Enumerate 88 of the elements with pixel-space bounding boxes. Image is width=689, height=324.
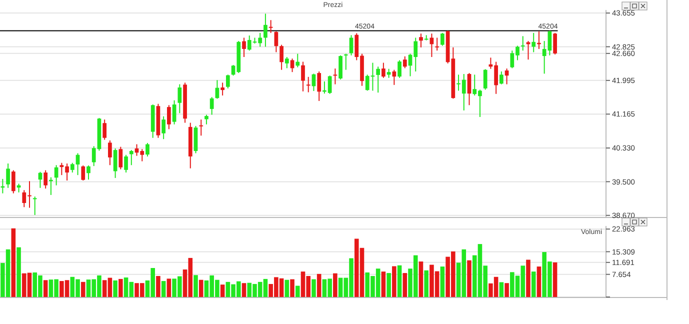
bar bbox=[312, 279, 316, 297]
candlestick bbox=[264, 13, 268, 48]
bar bbox=[392, 266, 396, 297]
candlestick bbox=[301, 61, 305, 92]
candlestick bbox=[86, 164, 90, 180]
candlestick bbox=[467, 72, 472, 106]
bar bbox=[166, 278, 172, 297]
bar bbox=[531, 272, 536, 297]
candlestick bbox=[284, 56, 289, 69]
bar bbox=[161, 281, 166, 297]
candlestick bbox=[102, 119, 107, 140]
bar bbox=[290, 279, 294, 297]
candlestick bbox=[11, 170, 16, 194]
bar bbox=[284, 280, 290, 297]
candlestick bbox=[204, 114, 208, 125]
bar bbox=[526, 260, 530, 297]
candlestick bbox=[317, 70, 322, 102]
bar bbox=[504, 283, 509, 297]
candlestick bbox=[220, 82, 224, 96]
candlestick bbox=[129, 150, 134, 166]
candlestick bbox=[349, 34, 354, 56]
bar bbox=[499, 282, 504, 297]
bar bbox=[381, 272, 386, 297]
candlestick bbox=[296, 53, 300, 68]
candlestick bbox=[392, 69, 396, 86]
bar bbox=[43, 280, 48, 297]
candlestick bbox=[118, 146, 123, 170]
bar bbox=[242, 283, 246, 297]
bar bbox=[156, 276, 160, 297]
bar bbox=[11, 228, 16, 297]
bar bbox=[467, 260, 472, 297]
candlestick bbox=[435, 37, 439, 52]
candlestick bbox=[108, 140, 112, 166]
candlestick bbox=[44, 170, 48, 190]
candlestick bbox=[178, 84, 182, 114]
candlestick bbox=[113, 148, 118, 178]
candlestick bbox=[6, 163, 10, 188]
candlestick bbox=[81, 164, 86, 182]
candlestick bbox=[210, 96, 214, 116]
bar bbox=[440, 266, 445, 297]
bar bbox=[295, 286, 300, 297]
candlestick bbox=[402, 56, 407, 69]
candlestick bbox=[382, 62, 386, 78]
candlestick bbox=[333, 68, 338, 85]
candlestick bbox=[199, 119, 204, 136]
candlestick bbox=[268, 20, 273, 34]
candlestick bbox=[274, 30, 278, 53]
candlestick bbox=[226, 74, 230, 89]
bar bbox=[418, 262, 424, 297]
bar bbox=[16, 247, 21, 297]
candlestick bbox=[430, 33, 434, 58]
candlestick bbox=[419, 33, 423, 48]
bar bbox=[402, 273, 408, 297]
bar bbox=[198, 280, 204, 297]
bar bbox=[424, 270, 428, 297]
candlestick bbox=[242, 37, 246, 58]
bar bbox=[316, 274, 322, 297]
bar bbox=[118, 278, 123, 297]
candlestick bbox=[526, 40, 530, 60]
candlestick bbox=[520, 36, 525, 52]
bar bbox=[552, 262, 558, 297]
candlestick bbox=[162, 116, 166, 140]
candlestick bbox=[146, 142, 150, 157]
candlestick bbox=[172, 100, 176, 125]
candlestick bbox=[280, 44, 284, 70]
candlestick bbox=[440, 32, 444, 46]
bar bbox=[386, 273, 391, 297]
candlestick bbox=[376, 66, 380, 94]
candlestick bbox=[499, 70, 504, 85]
candlestick bbox=[483, 68, 488, 90]
bar bbox=[397, 265, 402, 297]
bar bbox=[113, 280, 118, 297]
candlestick bbox=[398, 60, 402, 78]
candlestick bbox=[532, 32, 536, 53]
candlestick bbox=[306, 76, 310, 93]
bar bbox=[536, 266, 542, 297]
candlestick bbox=[32, 196, 37, 216]
bar bbox=[333, 273, 338, 297]
bar bbox=[80, 282, 86, 297]
candlestick bbox=[338, 54, 342, 80]
candlestick bbox=[194, 125, 198, 154]
bar bbox=[194, 275, 198, 297]
candlestick bbox=[553, 32, 557, 55]
bar bbox=[220, 284, 225, 297]
candlestick bbox=[290, 58, 294, 73]
candlestick bbox=[124, 154, 128, 174]
candlestick bbox=[344, 53, 348, 70]
candlestick bbox=[167, 104, 171, 130]
